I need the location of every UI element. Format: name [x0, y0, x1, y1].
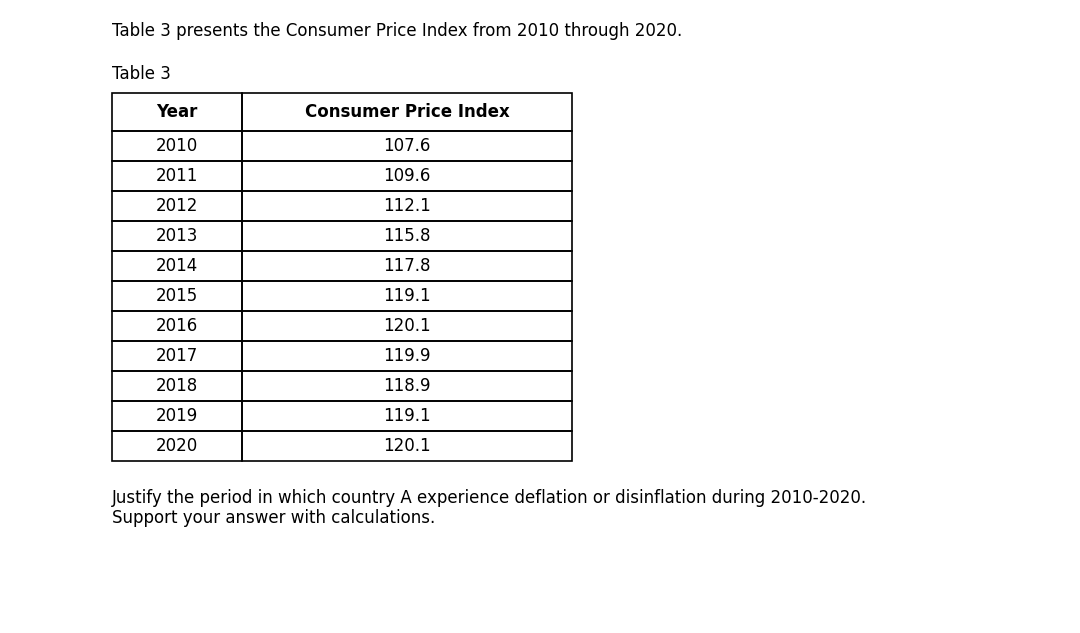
Bar [112, 401, 242, 431]
Text: Support your answer with calculations.: Support your answer with calculations. [112, 509, 435, 527]
Text: 115.8: 115.8 [383, 227, 431, 245]
Text: Table 3: Table 3 [112, 65, 171, 83]
Bar [112, 371, 242, 401]
Bar [242, 191, 572, 221]
Text: 2017: 2017 [156, 347, 198, 365]
Bar [112, 161, 242, 191]
Text: 107.6: 107.6 [383, 137, 431, 155]
Bar [242, 281, 572, 311]
Bar [242, 131, 572, 161]
Text: 2016: 2016 [156, 317, 198, 335]
Text: Table 3 presents the Consumer Price Index from 2010 through 2020.: Table 3 presents the Consumer Price Inde… [112, 22, 683, 40]
Bar [112, 341, 242, 371]
Bar [112, 93, 242, 131]
Text: Year: Year [157, 103, 198, 121]
Text: 2012: 2012 [156, 197, 199, 215]
Text: 120.1: 120.1 [383, 437, 431, 455]
Bar [242, 431, 572, 461]
Bar [242, 311, 572, 341]
Text: 112.1: 112.1 [383, 197, 431, 215]
Bar [242, 93, 572, 131]
Text: Justify the period in which country A experience deflation or disinflation durin: Justify the period in which country A ex… [112, 489, 867, 507]
Text: 2020: 2020 [156, 437, 198, 455]
Text: 118.9: 118.9 [383, 377, 431, 395]
Bar [242, 161, 572, 191]
Text: 2018: 2018 [156, 377, 198, 395]
Bar [112, 311, 242, 341]
Bar [242, 221, 572, 251]
Bar [242, 251, 572, 281]
Text: 119.1: 119.1 [383, 407, 431, 425]
Text: 2014: 2014 [156, 257, 198, 275]
Text: 119.9: 119.9 [383, 347, 431, 365]
Text: 2010: 2010 [156, 137, 198, 155]
Bar [242, 401, 572, 431]
Bar [112, 191, 242, 221]
Text: 120.1: 120.1 [383, 317, 431, 335]
Bar [112, 431, 242, 461]
Text: 2015: 2015 [156, 287, 198, 305]
Bar [112, 131, 242, 161]
Bar [112, 281, 242, 311]
Text: 2011: 2011 [156, 167, 199, 185]
Text: Consumer Price Index: Consumer Price Index [305, 103, 510, 121]
Text: 2019: 2019 [156, 407, 198, 425]
Bar [242, 371, 572, 401]
Text: 119.1: 119.1 [383, 287, 431, 305]
Bar [112, 221, 242, 251]
Text: 109.6: 109.6 [383, 167, 431, 185]
Bar [112, 251, 242, 281]
Bar [242, 341, 572, 371]
Text: 2013: 2013 [156, 227, 199, 245]
Text: 117.8: 117.8 [383, 257, 431, 275]
